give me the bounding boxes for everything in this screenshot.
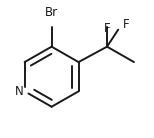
Text: F: F: [122, 18, 129, 31]
Text: Br: Br: [45, 6, 58, 19]
Text: F: F: [104, 22, 110, 35]
Text: N: N: [15, 85, 24, 98]
